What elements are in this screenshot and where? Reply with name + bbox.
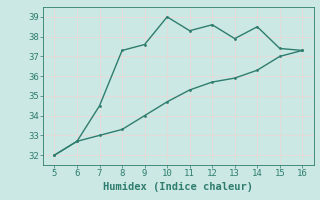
X-axis label: Humidex (Indice chaleur): Humidex (Indice chaleur) <box>103 182 253 192</box>
